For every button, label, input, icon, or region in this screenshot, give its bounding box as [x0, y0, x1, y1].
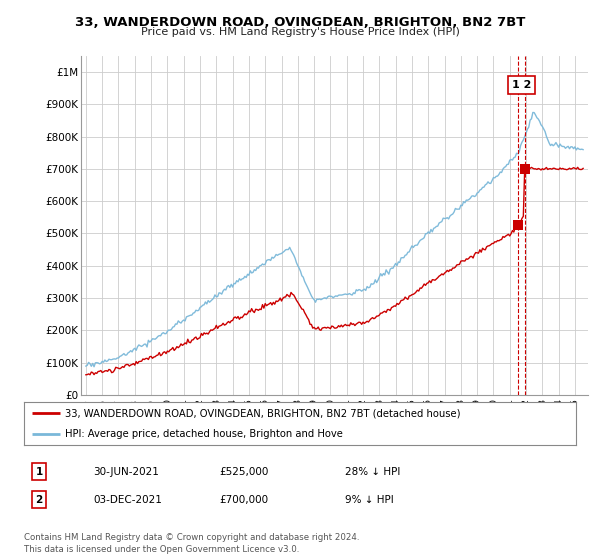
- Text: 30-JUN-2021: 30-JUN-2021: [93, 466, 159, 477]
- Text: Contains HM Land Registry data © Crown copyright and database right 2024.
This d: Contains HM Land Registry data © Crown c…: [24, 533, 359, 554]
- Text: 2: 2: [35, 494, 43, 505]
- Text: £700,000: £700,000: [219, 494, 268, 505]
- Text: HPI: Average price, detached house, Brighton and Hove: HPI: Average price, detached house, Brig…: [65, 430, 343, 439]
- Text: £525,000: £525,000: [219, 466, 268, 477]
- Text: 03-DEC-2021: 03-DEC-2021: [93, 494, 162, 505]
- Text: 1: 1: [35, 466, 43, 477]
- Text: 9% ↓ HPI: 9% ↓ HPI: [345, 494, 394, 505]
- Text: Price paid vs. HM Land Registry's House Price Index (HPI): Price paid vs. HM Land Registry's House …: [140, 27, 460, 38]
- Text: 33, WANDERDOWN ROAD, OVINGDEAN, BRIGHTON, BN2 7BT (detached house): 33, WANDERDOWN ROAD, OVINGDEAN, BRIGHTON…: [65, 408, 461, 418]
- Text: 33, WANDERDOWN ROAD, OVINGDEAN, BRIGHTON, BN2 7BT: 33, WANDERDOWN ROAD, OVINGDEAN, BRIGHTON…: [75, 16, 525, 29]
- Text: 28% ↓ HPI: 28% ↓ HPI: [345, 466, 400, 477]
- Text: 1 2: 1 2: [512, 80, 531, 90]
